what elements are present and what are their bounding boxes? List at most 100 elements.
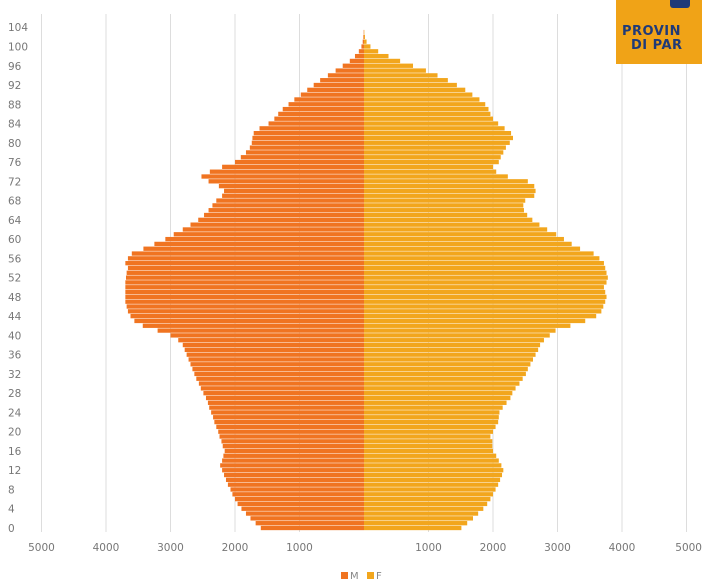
bar-f-age-15	[364, 453, 497, 458]
bar-f-age-19	[364, 434, 491, 439]
bar-m-age-59	[154, 241, 364, 247]
bar-m-age-30	[198, 381, 364, 386]
bar-f-age-31	[364, 376, 523, 381]
bar-m-age-55	[125, 261, 364, 266]
bar-f-age-76	[364, 159, 499, 165]
bar-f-age-69	[364, 193, 535, 198]
bar-f-age-33	[364, 366, 528, 372]
bar-m-age-38	[182, 342, 364, 348]
bar-f-age-57	[364, 251, 594, 256]
bar-m-age-79	[249, 145, 364, 150]
bar-f-age-85	[364, 116, 493, 121]
bar-m-age-10	[225, 477, 364, 483]
bar-m-age-99	[358, 49, 364, 54]
bar-m-age-94	[327, 73, 364, 78]
bar-f-age-2	[364, 516, 474, 521]
bar-f-age-100	[364, 44, 371, 49]
bar-m-age-49	[125, 289, 364, 295]
bar-f-age-48	[364, 294, 607, 300]
bar-m-age-20	[218, 429, 364, 434]
bar-m-age-31	[196, 376, 364, 381]
bar-f-age-93	[364, 78, 448, 83]
bar-f-age-25	[364, 405, 503, 410]
bar-m-age-91	[307, 87, 364, 92]
y-axis-ticks: 0481216202428323640444852566064687276808…	[8, 22, 28, 535]
bar-m-age-3	[245, 511, 364, 516]
bar-m-age-36	[186, 352, 364, 357]
bar-m-age-19	[219, 434, 364, 439]
bar-m-age-71	[218, 183, 364, 189]
y-tick-label: 84	[8, 119, 22, 131]
bar-f-age-49	[364, 289, 606, 295]
bar-f-age-59	[364, 241, 572, 247]
bar-m-age-52	[125, 275, 365, 280]
bar-m-age-9	[227, 482, 364, 487]
y-tick-label: 60	[8, 234, 21, 246]
bar-m-age-39	[178, 338, 364, 343]
bar-f-age-43	[364, 318, 586, 324]
bar-f-age-51	[364, 280, 607, 285]
bar-f-age-42	[364, 323, 571, 328]
y-tick-label: 52	[8, 273, 21, 285]
y-tick-label: 104	[8, 22, 28, 34]
bar-f-age-66	[364, 208, 524, 213]
bar-f-age-86	[364, 111, 491, 117]
bar-f-age-62	[364, 227, 548, 232]
bar-m-age-84	[268, 121, 364, 126]
bar-m-age-67	[212, 203, 364, 208]
bar-m-age-68	[216, 198, 364, 203]
bar-m-age-60	[165, 236, 364, 242]
bar-f-age-89	[364, 97, 480, 102]
legend-label-f: F	[376, 571, 382, 582]
bar-f-age-71	[364, 183, 535, 189]
y-tick-label: 72	[8, 176, 21, 188]
bar-f-age-16	[364, 448, 493, 454]
bar-m-age-17	[222, 443, 364, 449]
bar-m-age-50	[125, 285, 364, 290]
bar-f-age-96	[364, 63, 414, 68]
bar-f-age-58	[364, 246, 581, 251]
bar-f-age-65	[364, 212, 528, 218]
bar-m-age-37	[184, 347, 364, 353]
bar-m-age-2	[250, 516, 364, 521]
bar-m-age-74	[209, 169, 364, 174]
y-tick-label: 68	[8, 196, 21, 208]
bar-f-age-91	[364, 87, 466, 92]
bar-m-age-81	[252, 135, 364, 141]
bar-f-age-17	[364, 443, 493, 449]
logo-line-2: DI PAR	[631, 38, 683, 53]
bar-m-age-51	[125, 280, 364, 285]
bar-m-age-69	[222, 193, 364, 198]
bar-f-age-46	[364, 304, 604, 309]
logo-line-1: PROVIN	[622, 24, 682, 39]
bar-f-age-97	[364, 58, 401, 64]
bar-m-age-23	[213, 415, 364, 420]
bar-m-age-80	[251, 140, 364, 145]
bar-f-age-55	[364, 261, 604, 266]
bar-f-age-9	[364, 482, 499, 487]
bar-f-age-92	[364, 82, 457, 88]
bar-m-age-7	[232, 492, 364, 497]
x-tick-label-right: 5000	[675, 542, 702, 554]
series-f-bars	[364, 29, 608, 531]
coat-of-arms-icon	[670, 0, 690, 8]
bar-m-age-26	[207, 400, 364, 405]
bar-f-age-47	[364, 299, 606, 304]
bar-m-age-8	[230, 487, 364, 492]
bar-f-age-39	[364, 338, 544, 343]
bar-f-age-56	[364, 256, 600, 261]
bar-f-age-40	[364, 333, 550, 338]
bar-m-age-29	[200, 386, 364, 391]
bar-f-age-7	[364, 492, 493, 497]
legend-swatch-f	[367, 572, 374, 579]
bar-m-age-12	[222, 468, 364, 473]
bar-m-age-90	[300, 92, 364, 97]
bar-f-age-29	[364, 386, 516, 391]
bar-f-age-67	[364, 203, 524, 208]
bar-m-age-34	[190, 362, 364, 367]
bar-f-age-12	[364, 468, 504, 473]
y-tick-label: 76	[8, 157, 22, 169]
bar-m-age-65	[204, 212, 364, 218]
bar-m-age-25	[209, 405, 364, 410]
bar-f-age-30	[364, 381, 520, 386]
